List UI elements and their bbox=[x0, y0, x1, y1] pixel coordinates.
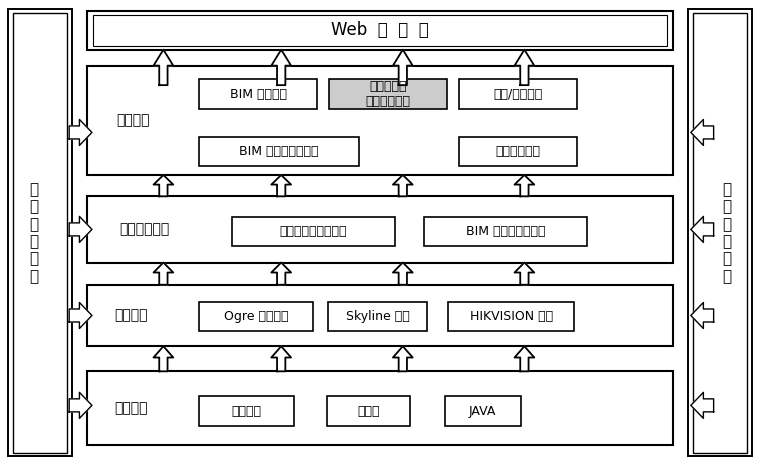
Polygon shape bbox=[393, 175, 413, 196]
Bar bbox=[87, 371, 673, 445]
Polygon shape bbox=[393, 346, 413, 371]
Text: BIM 模型的动态展示: BIM 模型的动态展示 bbox=[239, 145, 318, 158]
Text: Skyline 平台: Skyline 平台 bbox=[346, 310, 410, 323]
Text: 系
统
安
全
策
略: 系 统 安 全 策 略 bbox=[29, 182, 38, 284]
Polygon shape bbox=[691, 303, 714, 328]
Polygon shape bbox=[515, 263, 534, 285]
Text: 支撑平台: 支撑平台 bbox=[114, 308, 147, 323]
Bar bbox=[424, 217, 587, 246]
Polygon shape bbox=[393, 263, 413, 285]
Text: JAVA: JAVA bbox=[469, 404, 496, 418]
Bar bbox=[328, 302, 427, 331]
Polygon shape bbox=[515, 50, 534, 85]
Bar bbox=[232, 217, 395, 246]
Bar bbox=[87, 66, 673, 175]
Polygon shape bbox=[154, 175, 173, 196]
Bar bbox=[327, 396, 410, 426]
Text: Web  客  户  端: Web 客 户 端 bbox=[331, 21, 429, 39]
Text: Ogre 三维引擎: Ogre 三维引擎 bbox=[224, 310, 288, 323]
Polygon shape bbox=[154, 263, 173, 285]
Bar bbox=[199, 79, 317, 109]
Polygon shape bbox=[154, 346, 173, 371]
Text: 功能平台: 功能平台 bbox=[116, 114, 150, 128]
Text: 统
一
标
准
规
范: 统 一 标 准 规 范 bbox=[722, 182, 731, 284]
Text: 压实层的层
查询与点查询: 压实层的层 查询与点查询 bbox=[366, 80, 410, 108]
Polygon shape bbox=[271, 346, 291, 371]
Bar bbox=[199, 396, 294, 426]
Polygon shape bbox=[69, 217, 92, 242]
Bar bbox=[93, 15, 667, 46]
Text: BIM 模型的自动生成: BIM 模型的自动生成 bbox=[466, 225, 546, 238]
Bar bbox=[693, 13, 747, 453]
Polygon shape bbox=[271, 263, 291, 285]
Text: 数据处理平台: 数据处理平台 bbox=[119, 222, 169, 236]
Bar bbox=[13, 13, 67, 453]
Polygon shape bbox=[69, 120, 92, 146]
Bar bbox=[329, 79, 447, 109]
Polygon shape bbox=[393, 50, 413, 85]
Bar bbox=[448, 302, 574, 331]
Text: 系统平台: 系统平台 bbox=[114, 401, 147, 415]
Bar bbox=[445, 396, 521, 426]
Polygon shape bbox=[515, 175, 534, 196]
Bar bbox=[459, 79, 577, 109]
Polygon shape bbox=[515, 346, 534, 371]
Bar bbox=[459, 137, 577, 166]
Polygon shape bbox=[271, 175, 291, 196]
Polygon shape bbox=[691, 217, 714, 242]
Bar bbox=[87, 196, 673, 263]
Polygon shape bbox=[691, 120, 714, 146]
Polygon shape bbox=[154, 50, 173, 85]
Text: 会话/呼叫管理: 会话/呼叫管理 bbox=[493, 88, 543, 101]
Polygon shape bbox=[69, 303, 92, 328]
Bar bbox=[87, 11, 673, 50]
Text: 路基压实数据的处理: 路基压实数据的处理 bbox=[280, 225, 347, 238]
Polygon shape bbox=[691, 393, 714, 419]
Text: BIM 数据管理: BIM 数据管理 bbox=[230, 88, 287, 101]
Text: 数据库: 数据库 bbox=[357, 404, 380, 418]
Bar bbox=[199, 302, 313, 331]
Text: 操作系统: 操作系统 bbox=[232, 404, 261, 418]
Bar bbox=[87, 285, 673, 346]
Polygon shape bbox=[271, 50, 291, 85]
Bar bbox=[8, 9, 72, 456]
Text: 配色方案管理: 配色方案管理 bbox=[496, 145, 540, 158]
Bar bbox=[688, 9, 752, 456]
Text: HIKVISION 平台: HIKVISION 平台 bbox=[470, 310, 553, 323]
Polygon shape bbox=[69, 393, 92, 419]
Bar bbox=[199, 137, 359, 166]
